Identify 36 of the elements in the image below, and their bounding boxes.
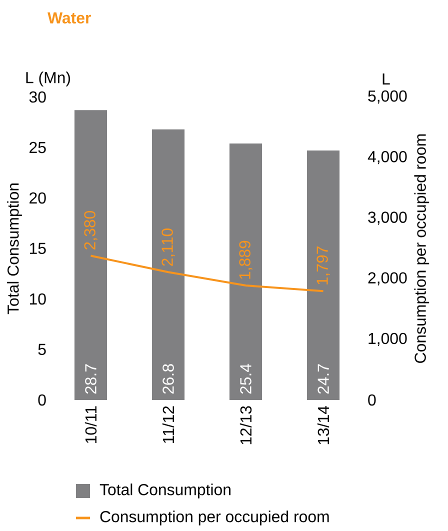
- y2-axis-title: Consumption per occupied room: [414, 134, 430, 363]
- chart-title: Water: [48, 12, 91, 24]
- x-tick-label: 13/14: [317, 406, 330, 444]
- data-label: 26.8: [162, 364, 174, 394]
- y-tick-label: 20: [30, 192, 46, 204]
- text: L (Mn): [26, 72, 70, 86]
- y2-tick-label: 5,000: [368, 90, 407, 104]
- bar: [306, 150, 340, 400]
- legend-label: Consumption per occupied room: [100, 510, 329, 526]
- y-tick-label: 0: [38, 394, 46, 406]
- x-tick-label: 10/11: [84, 406, 97, 443]
- data-label: 1,797: [316, 246, 330, 284]
- data-label: 2,380: [84, 211, 98, 250]
- bar: [229, 143, 262, 400]
- data-label: 28.7: [85, 364, 96, 394]
- y-axis-title: Total Consumption: [7, 184, 22, 314]
- y-tick-label: 10: [30, 293, 46, 305]
- x-tick-label: 11/12: [162, 406, 174, 443]
- text: L: [382, 74, 390, 84]
- legend-label: Total Consumption: [100, 484, 230, 498]
- data-label: 24.7: [318, 364, 329, 394]
- y-tick-label: 5: [38, 344, 46, 356]
- data-label: 1,889: [239, 240, 252, 279]
- y2-tick-label: 1,000: [368, 332, 407, 346]
- bar: [74, 110, 108, 400]
- y2-tick-label: 0: [368, 394, 376, 406]
- bar: [152, 129, 185, 400]
- y2-tick-label: 2,000: [368, 272, 407, 286]
- x-tick-label: 12/13: [240, 406, 252, 444]
- y-tick-label: 25: [30, 142, 46, 154]
- data-label: 2,110: [162, 228, 175, 266]
- y-tick-label: 30: [29, 91, 46, 103]
- y-tick-label: 15: [30, 242, 46, 254]
- y2-tick-label: 3,000: [368, 212, 407, 225]
- data-label: 25.4: [240, 364, 252, 394]
- y2-tick-label: 4,000: [368, 151, 407, 164]
